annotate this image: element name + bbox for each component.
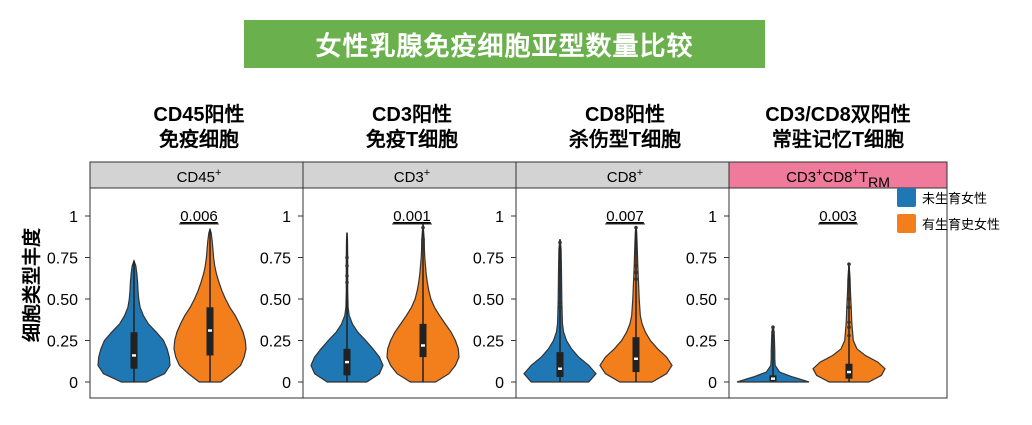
y-tick-label: 0.25: [686, 334, 717, 351]
y-tick-label: 0: [708, 375, 717, 392]
panel-title-line-1: CD8阳性: [585, 103, 665, 126]
strip-header: [89, 161, 309, 189]
p-value-label: 0.006: [180, 208, 218, 225]
y-tick-label: 0.75: [47, 251, 78, 268]
panel-title-line-2: 常驻记忆T细胞: [772, 127, 904, 151]
strip-header: [302, 161, 522, 189]
legend-item-parous: 有生育史女性: [897, 212, 1000, 234]
title-banner: 女性乳腺免疫细胞亚型数量比较: [244, 20, 765, 68]
outlier-point: [771, 330, 775, 335]
legend-swatch-nulliparous: [897, 187, 916, 207]
median-mark: [132, 354, 136, 357]
y-tick-label: 0.50: [260, 292, 291, 309]
y-tick-label: 0: [282, 375, 291, 392]
outlier-point: [847, 325, 851, 330]
outlier-point: [558, 305, 562, 310]
y-tick-label: 0.25: [473, 334, 504, 351]
iqr-box: [632, 337, 640, 373]
outlier-point: [634, 250, 638, 255]
y-tick-label: 0.75: [686, 251, 717, 268]
strip-label: CD45+: [177, 167, 222, 186]
panel-title-line-1: CD3/CD8双阳性: [765, 103, 911, 126]
outlier-point: [847, 333, 851, 338]
outlier-point: [345, 255, 349, 260]
outlier-point: [421, 237, 425, 242]
y-axis-label: 细胞类型丰度: [20, 227, 43, 342]
median-mark: [771, 377, 775, 380]
y-tick-label: 0.25: [260, 334, 291, 351]
outlier-point: [421, 247, 425, 251]
median-mark: [847, 370, 851, 374]
outlier-point: [847, 297, 851, 301]
outlier-point: [558, 240, 562, 245]
panel-title-line-2: 免疫T细胞: [366, 127, 458, 151]
strip-label: CD3+CD8+TRM: [786, 167, 890, 190]
outlier-point: [634, 277, 638, 281]
legend-label-nulliparous: 未生育女性: [922, 190, 988, 206]
legend: 未生育女性 有生育史女性: [897, 186, 1000, 238]
outlier-point: [847, 320, 851, 325]
outlier-point: [634, 270, 638, 275]
median-mark: [421, 344, 425, 347]
panel-title-line-1: CD45阳性: [153, 103, 244, 126]
y-tick-label: 1: [282, 209, 291, 226]
outlier-point: [771, 325, 775, 330]
y-tick-label: 0.50: [47, 292, 78, 309]
outlier-point: [558, 288, 562, 293]
y-tick-label: 0.50: [686, 292, 717, 309]
outlier-point: [634, 264, 638, 268]
p-value-label: 0.007: [606, 208, 644, 225]
y-tick-label: 0.25: [47, 334, 78, 351]
strip-label: CD3+: [394, 167, 430, 186]
iqr-box: [130, 332, 138, 369]
panel-title-line-2: 杀伤型T细胞: [569, 127, 681, 151]
y-tick-label: 0.75: [260, 251, 291, 268]
median-mark: [558, 367, 562, 370]
legend-label-parous: 有生育史女性: [922, 216, 1001, 232]
p-value-label: 0.001: [393, 208, 431, 225]
median-mark: [208, 329, 212, 332]
outlier-point: [634, 225, 638, 230]
outlier-point: [345, 273, 349, 278]
iqr-box: [419, 323, 427, 358]
panel-title-line-2: 免疫细胞: [159, 127, 239, 151]
strip-label: CD8+: [607, 167, 643, 186]
outlier-point: [771, 343, 775, 348]
outlier-point: [558, 300, 562, 305]
banner-title: 女性乳腺免疫细胞亚型数量比较: [315, 30, 694, 61]
legend-swatch-parous: [897, 213, 916, 233]
y-tick-label: 1: [708, 209, 717, 226]
legend-item-nulliparous: 未生育女性: [897, 186, 1000, 208]
outlier-point: [847, 262, 851, 266]
p-value-label: 0.003: [819, 208, 857, 225]
median-mark: [345, 360, 349, 364]
y-tick-label: 1: [495, 209, 504, 226]
y-tick-label: 0.50: [473, 292, 504, 309]
outlier-point: [771, 337, 775, 341]
iqr-box: [556, 352, 564, 378]
y-tick-label: 0.75: [473, 251, 504, 268]
strip-header: [515, 161, 735, 189]
outlier-point: [345, 280, 349, 285]
y-tick-label: 0: [495, 375, 504, 392]
outlier-point: [558, 277, 562, 281]
outlier-point: [421, 225, 425, 230]
y-tick-label: 0: [69, 375, 78, 392]
median-mark: [634, 357, 638, 360]
outlier-point: [847, 305, 851, 310]
outlier-point: [345, 264, 349, 268]
panel-title-line-1: CD3阳性: [372, 103, 452, 126]
y-tick-label: 1: [69, 209, 78, 226]
outlier-point: [558, 264, 562, 268]
